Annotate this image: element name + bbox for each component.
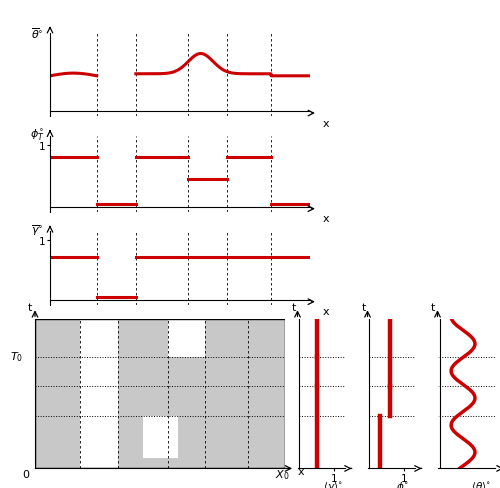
Bar <box>205 394 285 468</box>
Text: $X_0$: $X_0$ <box>275 468 289 481</box>
Text: x: x <box>298 467 304 476</box>
Text: x: x <box>323 119 330 129</box>
Text: $T_0$: $T_0$ <box>10 350 23 364</box>
X-axis label: $\phi^{\circ}_{T}$: $\phi^{\circ}_{T}$ <box>396 479 410 488</box>
Bar <box>118 320 168 357</box>
X-axis label: $\langle\theta\rangle^{\circ}$: $\langle\theta\rangle^{\circ}$ <box>470 479 490 488</box>
Bar <box>35 320 80 357</box>
Bar <box>118 357 205 394</box>
Text: t: t <box>28 303 32 313</box>
Text: t: t <box>430 303 435 313</box>
Text: 0: 0 <box>22 469 30 479</box>
Text: x: x <box>323 306 330 316</box>
Bar <box>205 320 285 357</box>
Text: t: t <box>362 303 366 313</box>
Bar <box>35 394 80 468</box>
Text: x: x <box>323 214 330 224</box>
Bar <box>205 357 285 394</box>
Y-axis label: $\overline{\gamma}^{\circ}$: $\overline{\gamma}^{\circ}$ <box>31 223 43 238</box>
X-axis label: $\langle\gamma\rangle^{\circ}$: $\langle\gamma\rangle^{\circ}$ <box>324 479 343 488</box>
Y-axis label: $\phi^{\circ}_{T}$: $\phi^{\circ}_{T}$ <box>30 128 44 142</box>
Bar <box>118 394 205 468</box>
Y-axis label: $\overline{\theta}^{\circ}$: $\overline{\theta}^{\circ}$ <box>30 26 44 41</box>
Bar <box>142 416 178 458</box>
Text: t: t <box>292 303 296 313</box>
Bar <box>35 357 80 394</box>
